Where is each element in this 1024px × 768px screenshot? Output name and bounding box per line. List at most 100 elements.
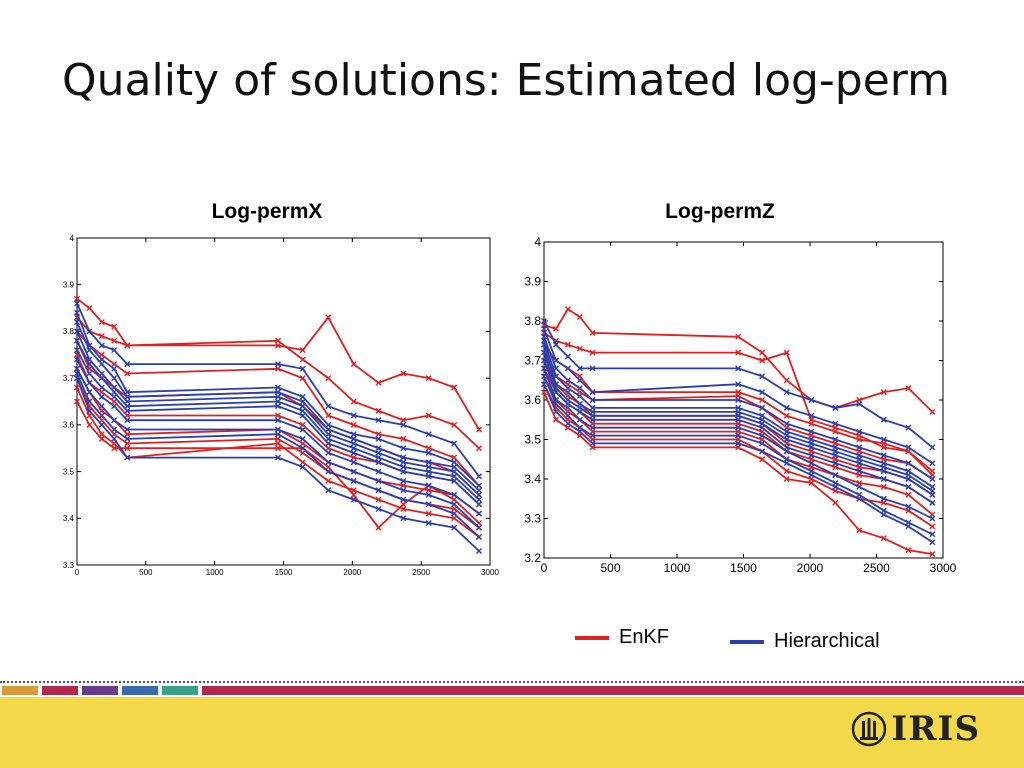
data-point (475, 519, 482, 526)
data-point (589, 432, 596, 439)
data-point (929, 408, 936, 415)
footer-band (2, 686, 38, 695)
data-point (111, 393, 118, 400)
data-point (111, 426, 118, 433)
footer-band (122, 686, 158, 695)
data-point (74, 295, 80, 302)
y-tick-label: 3.9 (524, 275, 541, 289)
data-point (929, 531, 936, 538)
series-line (76, 297, 480, 430)
data-point (350, 421, 357, 428)
data-point (274, 435, 281, 442)
data-point (274, 440, 281, 447)
data-point (880, 436, 887, 443)
footer-dotted-rule (0, 681, 1024, 683)
data-point (880, 495, 887, 502)
data-point (475, 473, 482, 480)
data-point (274, 384, 281, 391)
data-point (299, 365, 306, 372)
legend-label-hierarchical: Hierarchical (774, 630, 880, 652)
data-point (400, 459, 407, 466)
data-point (375, 435, 382, 442)
data-point (475, 487, 482, 494)
data-point (541, 373, 547, 380)
data-point (783, 420, 790, 427)
data-point (759, 424, 766, 431)
iris-seal-icon (852, 711, 887, 747)
data-point (929, 499, 936, 506)
data-point (451, 515, 458, 522)
data-point (375, 417, 382, 424)
slide-title: Quality of solutions: Estimated log-perm (62, 55, 950, 106)
data-point (589, 397, 596, 403)
data-point (299, 393, 306, 400)
data-point (856, 444, 863, 451)
data-point (589, 365, 596, 372)
data-point (735, 424, 742, 431)
x-tick-label: 1000 (664, 561, 691, 575)
data-point (856, 468, 863, 475)
data-point (880, 452, 887, 459)
data-point (735, 333, 742, 340)
data-point (576, 377, 583, 384)
data-point (350, 454, 357, 461)
data-point (783, 389, 790, 396)
footer-band (82, 686, 118, 695)
data-point (451, 384, 458, 391)
data-point (74, 375, 80, 382)
data-point (350, 398, 357, 405)
x-tick-label: 3000 (930, 561, 957, 575)
y-tick-label: 4 (70, 234, 75, 243)
data-point (274, 412, 281, 419)
data-point (74, 370, 80, 377)
data-point (905, 424, 912, 431)
data-point (350, 468, 357, 475)
data-point (274, 417, 281, 424)
data-point (759, 397, 766, 403)
data-point (783, 468, 790, 475)
data-point (880, 476, 887, 482)
data-point (759, 448, 766, 455)
data-point (425, 473, 432, 480)
data-point (808, 397, 815, 403)
data-point (475, 547, 482, 554)
logo-text: IRIS (891, 709, 980, 749)
data-point (98, 384, 105, 391)
y-tick-label: 4 (534, 235, 541, 249)
data-point (299, 398, 306, 405)
data-point (325, 487, 332, 494)
data-point (576, 416, 583, 423)
data-point (589, 440, 596, 447)
data-point (905, 444, 912, 451)
data-point (735, 381, 742, 388)
series-line (543, 332, 934, 476)
data-point (475, 496, 482, 503)
data-point (124, 431, 131, 438)
data-point (375, 496, 382, 503)
data-point (274, 431, 281, 438)
footer-bar: IRIS (0, 697, 1024, 768)
data-point (451, 463, 458, 470)
data-point (856, 483, 863, 490)
data-point (451, 496, 458, 503)
data-point (400, 421, 407, 428)
data-point (576, 345, 583, 352)
data-point (880, 468, 887, 475)
data-point (425, 445, 432, 452)
data-point (451, 505, 458, 512)
data-point (905, 476, 912, 482)
data-point (86, 407, 93, 414)
data-point (735, 432, 742, 439)
data-point (425, 501, 432, 508)
data-point (299, 445, 306, 452)
data-point (299, 440, 306, 447)
data-point (905, 503, 912, 510)
data-point (880, 511, 887, 518)
data-point (124, 435, 131, 442)
data-point (274, 445, 281, 452)
data-point (111, 323, 118, 330)
data-point (856, 428, 863, 435)
data-point (299, 375, 306, 382)
data-point (808, 444, 815, 451)
x-tick-label: 500 (139, 568, 153, 577)
